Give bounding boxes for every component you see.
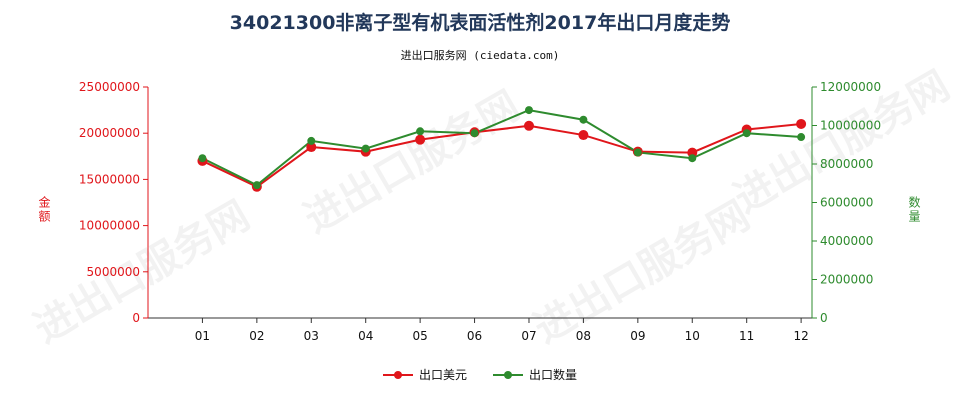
y-right-tick-label: 12000000 <box>820 80 881 94</box>
x-tick-label: 02 <box>249 329 264 343</box>
x-tick-label: 01 <box>195 329 210 343</box>
data-point-amount <box>306 142 317 153</box>
x-tick-label: 11 <box>739 329 754 343</box>
x-tick-label: 08 <box>576 329 591 343</box>
legend-swatch-quantity <box>493 369 523 381</box>
data-point-quantity <box>742 129 751 138</box>
x-tick-label: 06 <box>467 329 482 343</box>
data-point-quantity <box>307 136 316 145</box>
x-tick-label: 10 <box>685 329 700 343</box>
data-point-quantity <box>688 154 697 163</box>
legend-swatch-amount <box>382 369 413 381</box>
chart-legend: 出口美元 出口数量 <box>0 366 960 383</box>
x-tick-label: 07 <box>521 329 536 343</box>
y-right-tick-label: 0 <box>820 311 828 325</box>
data-point-quantity <box>579 115 588 124</box>
legend-item-amount[interactable]: 出口美元 <box>382 366 467 383</box>
data-point-quantity <box>633 148 642 157</box>
y-right-tick-label: 2000000 <box>820 273 873 287</box>
data-point-quantity <box>252 181 261 190</box>
legend-label-quantity: 出口数量 <box>529 368 578 382</box>
x-tick-label: 05 <box>412 329 427 343</box>
y-left-tick-label: 10000000 <box>79 219 140 233</box>
series-line-amount <box>201 122 802 188</box>
y-right-tick-label: 6000000 <box>820 196 873 210</box>
chart-title: 34021300非离子型有机表面活性剂2017年出口月度走势 <box>229 12 731 34</box>
y-left-tick-label: 0 <box>132 311 140 325</box>
y-left-tick-label: 25000000 <box>79 80 140 94</box>
x-tick-label: 09 <box>630 329 645 343</box>
data-point-amount <box>523 120 534 131</box>
series-line-quantity <box>201 109 802 187</box>
data-point-amount <box>796 118 807 129</box>
data-point-quantity <box>198 154 207 163</box>
data-point-quantity <box>524 106 533 115</box>
y-left-tick-label: 15000000 <box>79 172 140 186</box>
x-tick-label: 04 <box>358 329 373 343</box>
y-axis-left-label: 金额 <box>37 196 51 224</box>
x-tick-label: 12 <box>793 329 808 343</box>
data-point-quantity <box>470 129 479 138</box>
data-point-quantity <box>416 127 425 136</box>
chart-subtitle: 进出口服务网 (ciedata.com) <box>400 49 560 62</box>
legend-item-quantity[interactable]: 出口数量 <box>493 366 577 383</box>
data-point-amount <box>578 130 589 141</box>
y-right-tick-label: 8000000 <box>820 157 873 171</box>
data-point-quantity <box>361 144 370 153</box>
x-tick-label: 03 <box>304 329 319 343</box>
y-right-tick-label: 10000000 <box>820 119 881 133</box>
y-left-tick-label: 5000000 <box>87 265 140 279</box>
data-point-quantity <box>797 133 806 142</box>
y-right-tick-label: 4000000 <box>820 234 873 248</box>
legend-label-amount: 出口美元 <box>418 368 467 382</box>
y-left-tick-label: 20000000 <box>79 126 140 140</box>
y-axis-right-label: 数量 <box>907 196 921 224</box>
data-point-amount <box>415 134 426 145</box>
